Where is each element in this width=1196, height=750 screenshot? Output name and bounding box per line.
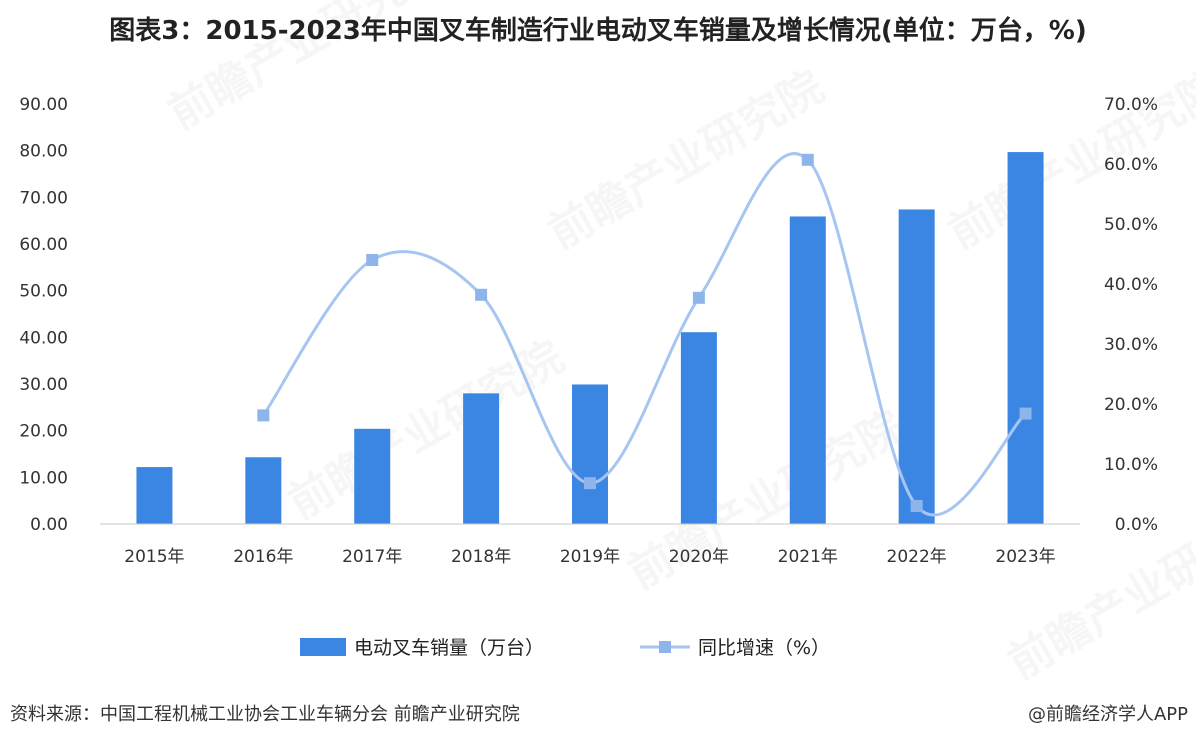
left-tick-label: 30.00 [19,375,68,395]
legend-swatch-bar [300,638,346,656]
bar [245,457,282,524]
bar [136,467,173,524]
right-tick-label: 70.0% [1104,95,1158,115]
growth-point [475,288,488,301]
bar [680,332,717,524]
bar [1007,152,1044,525]
growth-point [692,291,705,304]
growth-point [584,477,596,490]
left-tick-label: 80.00 [19,142,68,162]
bar [572,384,608,524]
left-tick-label: 70.00 [19,188,68,208]
left-tick-label: 90.00 [19,95,68,115]
growth-point [910,500,923,512]
x-tick-label: 2017年 [342,547,402,567]
left-tick-label: 10.00 [19,468,68,488]
watermark-mark: 前瞻产业研究院 [620,401,912,599]
watermark-mark: 前瞻产业研究院 [540,61,832,259]
left-tick-label: 60.00 [19,235,68,255]
right-tick-label: 30.0% [1104,335,1158,355]
bar [898,209,935,524]
x-tick-label: 2019年 [560,547,620,567]
bar [354,428,391,524]
right-tick-label: 60.0% [1104,155,1158,175]
legend-label-line: 同比增速（%） [698,637,830,659]
credit-note: @前瞻经济学人APP [1027,704,1188,725]
right-tick-label: 0.0% [1115,515,1158,535]
x-tick-label: 2023年 [995,547,1055,567]
growth-point [257,409,270,422]
x-tick-label: 2016年 [233,547,293,567]
legend-label-bar: 电动叉车销量（万台） [354,637,544,659]
growth-point [801,153,814,166]
x-tick-label: 2022年 [887,547,947,567]
x-tick-label: 2015年 [124,547,184,567]
right-tick-label: 50.0% [1104,215,1158,235]
growth-point [1019,407,1032,420]
watermark-mark: 前瞻产业研究院 [280,331,572,529]
right-tick-label: 10.0% [1104,455,1158,475]
bar [463,393,500,524]
bar-series [136,152,1044,525]
left-tick-label: 50.00 [19,282,68,302]
source-note: 资料来源：中国工程机械工业协会工业车辆分会 前瞻产业研究院 [10,704,520,725]
line-series [257,152,1032,517]
x-tick-label: 2021年 [778,547,838,567]
right-tick-label: 20.0% [1104,395,1158,415]
growth-line [262,152,1027,517]
x-tick-label: 2018年 [451,547,511,567]
left-tick-label: 0.00 [30,515,68,535]
left-tick-label: 20.00 [19,422,68,442]
x-axis: 2015年 2016年 2017年 2018年 2019年 2020年 2021年 2022年… [124,547,1055,567]
growth-point [366,254,379,266]
left-tick-label: 40.00 [19,328,68,348]
legend-swatch-marker [659,641,671,653]
right-axis: 0.0% 10.0% 20.0% 30.0% 40.0% 50.0% 60.0% 70.0% [1104,95,1158,535]
x-tick-label: 2020年 [669,547,729,567]
legend: 电动叉车销量（万台） 同比增速（%） [300,637,830,659]
bar [789,216,826,524]
watermark-mark: 前瞻产业研究院 [160,0,452,140]
chart-title: 图表3：2015-2023年中国叉车制造行业电动叉车销量及增长情况(单位：万台，… [109,16,1087,46]
right-tick-label: 40.0% [1104,275,1158,295]
left-axis: 0.00 10.00 20.00 30.00 40.00 50.00 60.00 70.00 8… [19,95,68,535]
